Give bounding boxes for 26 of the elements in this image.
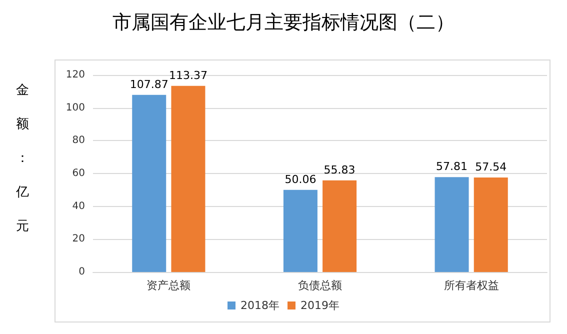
data-label: 57.81 xyxy=(436,160,468,174)
y-tick-label: 80 xyxy=(72,135,85,146)
x-tick-label: 资产总额 xyxy=(146,279,191,292)
bar xyxy=(474,178,508,272)
bar xyxy=(322,180,357,272)
y-tick-label: 100 xyxy=(66,102,85,114)
y-tick-label: 60 xyxy=(72,168,85,179)
y-tick-label: 0 xyxy=(78,266,85,278)
bar xyxy=(283,190,318,272)
y-tick-label: 20 xyxy=(72,234,85,245)
bar xyxy=(132,94,166,272)
data-label: 107.87 xyxy=(130,78,168,91)
bar xyxy=(434,177,469,272)
data-label: 113.37 xyxy=(168,68,208,82)
data-label: 57.54 xyxy=(475,160,507,174)
y-tick-label: 40 xyxy=(72,200,85,212)
x-tick-label: 所有者权益 xyxy=(444,279,499,292)
y-tick-label: 120 xyxy=(66,70,85,80)
x-tick-label: 负债总额 xyxy=(298,279,342,292)
data-label: 50.06 xyxy=(284,172,316,186)
legend-label: 2018年 xyxy=(240,299,280,312)
bar xyxy=(171,86,206,272)
chart-title: 市属国有企业七月主要指标情况图（二） xyxy=(112,12,454,34)
text: 金额：亿元 xyxy=(16,83,29,234)
legend-label: 2019年 xyxy=(300,299,340,312)
data-label: 55.83 xyxy=(324,163,356,176)
